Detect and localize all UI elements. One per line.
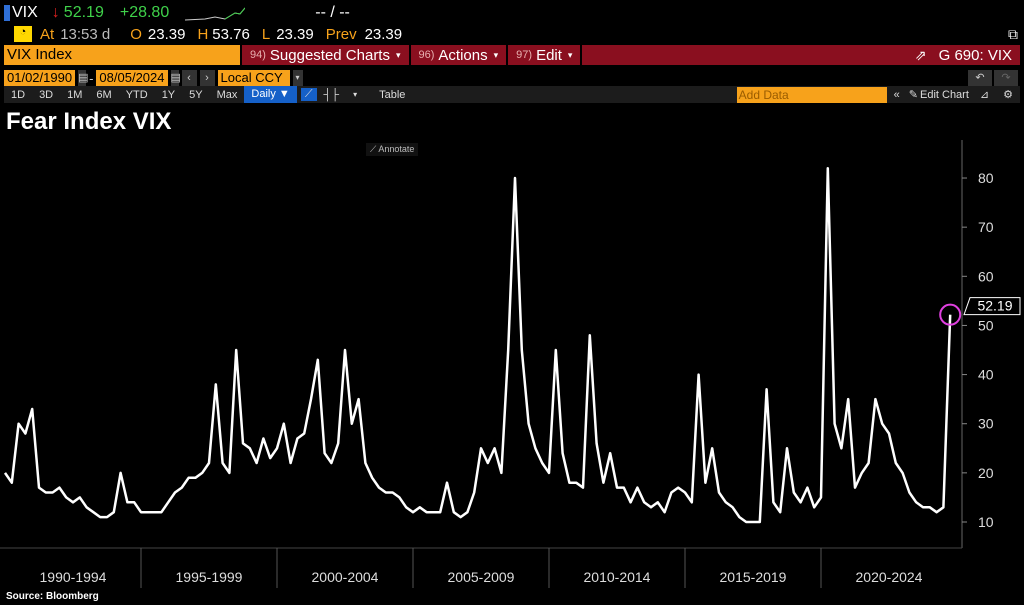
x-period-label: 2010-2014 (584, 569, 651, 585)
y-tick-label: 80 (978, 170, 994, 186)
last-price: 52.19 (63, 4, 104, 21)
y-tick-label: 60 (978, 268, 994, 284)
period-1d[interactable]: 1D (11, 88, 26, 101)
price-change: +28.80 (119, 4, 170, 21)
gauge-icon[interactable]: ◔ (14, 26, 32, 42)
vix-series-line (3, 166, 952, 524)
last-value-marker (939, 303, 962, 326)
prev-period-button[interactable]: ‹ (181, 70, 197, 86)
calendar-icon[interactable]: ▤ (170, 70, 181, 86)
external-link-icon[interactable]: ⇗ (914, 46, 927, 63)
period-1m[interactable]: 1M (67, 88, 83, 101)
pencil-icon: ⟋ (370, 144, 379, 154)
ticker-symbol: VIX (12, 4, 38, 21)
table-button[interactable]: Table (379, 88, 406, 101)
chart-toolbar: 1D 3D 1M 6M YTD 1Y 5Y Max Daily ▼ ⟋ ┤├ ▾… (4, 86, 1020, 103)
line-chart-icon[interactable]: ⟋ (300, 88, 317, 101)
date-range: 01/02/1990 ▤ - 08/05/2024 ▤ ‹ › Local CC… (4, 70, 303, 86)
at-label: At (40, 25, 55, 43)
y-tick-label: 40 (978, 367, 994, 383)
chevron-down-icon[interactable]: ▾ (353, 90, 358, 99)
x-period-label: 1990-1994 (40, 569, 107, 585)
period-6m[interactable]: 6M (96, 88, 112, 101)
pencil-icon: ✎ (908, 89, 918, 101)
x-period-label: 2020-2024 (856, 569, 923, 585)
last-value-tag (963, 297, 1021, 316)
collapse-icon[interactable]: « (893, 88, 900, 101)
suggested-charts-menu[interactable]: 94) Suggested Charts ▾ (240, 45, 409, 65)
edit-menu[interactable]: 97) Edit ▾ (506, 45, 583, 65)
y-tick-label: 70 (978, 219, 994, 235)
start-date-input[interactable]: 01/02/1990 (4, 70, 76, 86)
x-period-label: 2005-2009 (448, 569, 515, 585)
chart-title: Fear Index VIX (6, 108, 172, 135)
prev-value: 23.39 (364, 25, 403, 43)
security-marker (4, 5, 10, 21)
low-value: 23.39 (276, 25, 314, 43)
high-value: 53.76 (212, 25, 250, 43)
bar-chart-icon[interactable]: ┤├ (323, 88, 340, 101)
down-arrow-icon: ↓ (51, 4, 60, 21)
period-max[interactable]: Max (216, 88, 238, 101)
next-period-button[interactable]: › (199, 70, 215, 86)
redo-icon[interactable]: ↷ (994, 70, 1018, 86)
sparkline-icon (185, 7, 246, 21)
end-date-input[interactable]: 08/05/2024 (96, 70, 168, 86)
undo-icon[interactable]: ↶ (968, 70, 992, 86)
chevron-down-icon[interactable]: ▾ (292, 70, 303, 86)
last-value-label: 52.19 (977, 298, 1012, 314)
y-tick-label: 10 (978, 514, 994, 530)
add-data-input[interactable]: Add Data (736, 86, 887, 103)
period-ytd[interactable]: YTD (125, 88, 148, 101)
calendar-icon[interactable]: ▤ (78, 70, 89, 86)
history-controls: ↶ ↷ (968, 70, 1018, 86)
low-label: L (261, 25, 271, 43)
menu-bar: VIX Index 94) Suggested Charts ▾ 96) Action… (4, 45, 1020, 65)
frequency-select[interactable]: Daily ▼ (244, 86, 297, 103)
y-tick-label: 50 (978, 317, 994, 333)
period-3d[interactable]: 3D (39, 88, 54, 101)
x-period-label: 2000-2004 (312, 569, 379, 585)
edit-chart-button[interactable]: Edit Chart (919, 88, 969, 101)
open-value: 23.39 (147, 25, 186, 43)
source-note: Source: Bloomberg (6, 591, 99, 602)
y-tick-label: 20 (978, 465, 994, 481)
popout-icon[interactable]: ⧉ (1008, 26, 1018, 42)
ticker-line: VIX ↓ 52.19 +28.80 -- / -- (4, 4, 350, 22)
quote-line: ◔ At 13:53 d O 23.39 H 53.76 L 23.39 Pre… (14, 25, 402, 43)
security-field[interactable]: VIX Index (4, 45, 240, 65)
open-label: O (130, 25, 142, 43)
annotate-button[interactable]: ⟋ Annotate (366, 143, 419, 156)
y-tick-label: 30 (978, 416, 994, 432)
actions-menu[interactable]: 96) Actions ▾ (408, 45, 507, 65)
currency-select[interactable]: Local CCY (217, 70, 290, 86)
page-code: G 690: VIX (938, 46, 1012, 64)
edit-layout-icon[interactable]: ⊿ (979, 89, 990, 101)
gear-icon[interactable]: ⚙ (1003, 89, 1013, 101)
period-5y[interactable]: 5Y (189, 88, 203, 101)
quote-time: 13:53 d (60, 25, 111, 43)
period-1y[interactable]: 1Y (161, 88, 176, 101)
prev-label: Prev (325, 25, 357, 43)
x-period-label: 1995-1999 (176, 569, 243, 585)
high-label: H (197, 25, 209, 43)
x-period-label: 2015-2019 (720, 569, 787, 585)
bid-ask: -- / -- (315, 4, 350, 21)
